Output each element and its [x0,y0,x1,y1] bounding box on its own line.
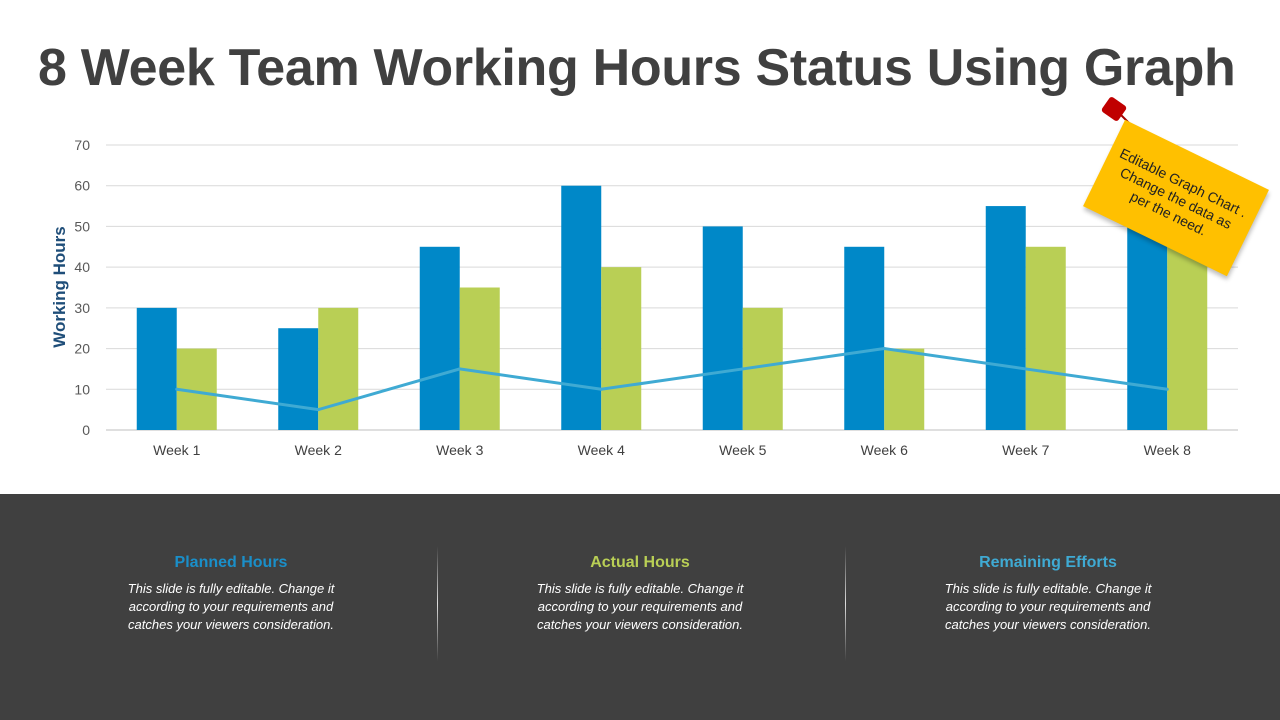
x-tick-label: Week 5 [719,442,766,458]
panel-heading: Remaining Efforts [979,554,1117,571]
point-remaining [882,347,886,351]
y-tick-label: 40 [74,259,90,275]
panel-actual: Actual Hours This slide is fully editabl… [530,554,750,634]
point-remaining [316,408,320,412]
bar-planned [561,185,602,430]
panel-planned: Planned Hours This slide is fully editab… [121,554,341,634]
y-tick-label: 10 [74,381,90,397]
panel-text: This slide is fully editable. Change it … [127,581,335,632]
panel-remaining: Remaining Efforts This slide is fully ed… [938,554,1158,634]
bar-planned [278,328,319,430]
y-axis-label: Working Hours [50,226,69,348]
panel-text: This slide is fully editable. Change it … [944,581,1152,632]
point-remaining [1024,367,1028,371]
bar-planned [844,246,885,430]
y-tick-label: 50 [74,218,90,234]
x-tick-label: Week 7 [1002,442,1049,458]
bar-planned [985,206,1026,430]
bar-line-chart: 0 10 20 30 40 50 60 70 Working Hours Week 1 Week 2… [50,137,1238,458]
point-remaining [458,367,462,371]
legend-panel: Planned Hours This slide is fully editab… [0,494,1280,720]
bar-actual [318,307,359,430]
point-remaining [1165,387,1169,391]
point-remaining [175,387,179,391]
bar-actual [1025,246,1066,430]
panel-heading: Actual Hours [590,554,690,571]
divider [437,546,438,661]
y-tick-label: 0 [82,422,90,438]
line-remaining [176,347,1168,412]
divider [845,546,846,661]
point-remaining [741,367,745,371]
y-tick-label: 70 [74,137,90,153]
bar-actual [601,267,642,430]
point-remaining [599,387,603,391]
bar-planned [419,246,460,430]
bar-planned [136,307,177,430]
y-tick-label: 20 [74,341,90,357]
panel-text: This slide is fully editable. Change it … [536,581,744,632]
x-tick-label: Week 1 [153,442,200,458]
bar-actual [459,287,500,430]
y-tick-label: 60 [74,178,90,194]
x-tick-label: Week 2 [295,442,342,458]
y-tick-label: 30 [74,300,90,316]
x-tick-label: Week 4 [578,442,625,458]
panel-heading: Planned Hours [174,554,288,571]
slide-title: 8 Week Team Working Hours Status Using G… [38,39,1236,97]
x-tick-label: Week 3 [436,442,483,458]
x-tick-label: Week 6 [861,442,908,458]
bar-actual [884,348,925,430]
bar-planned [702,226,743,430]
x-tick-label: Week 8 [1144,442,1191,458]
